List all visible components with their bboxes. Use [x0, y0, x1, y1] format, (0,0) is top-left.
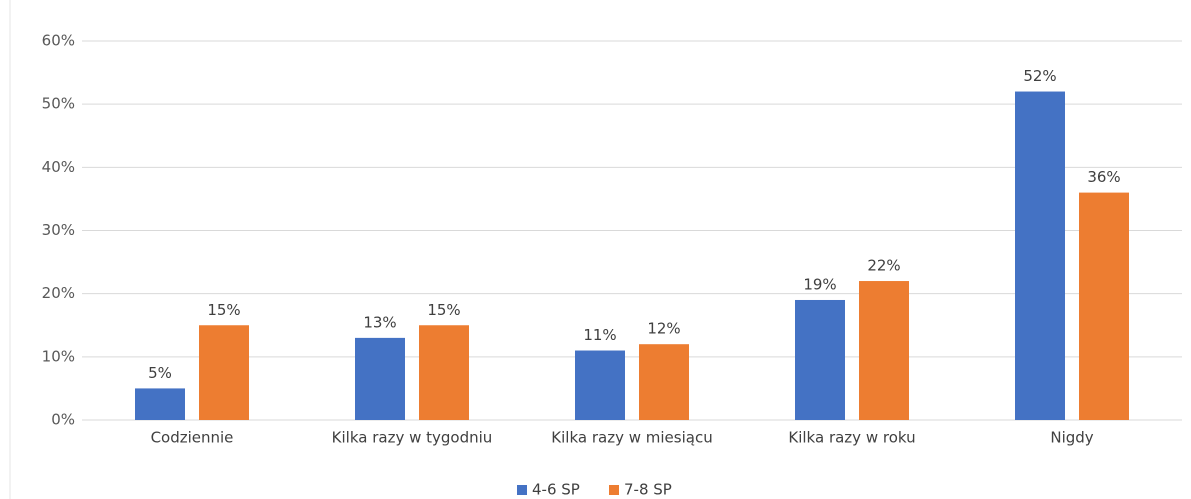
legend-label: 4-6 SP [532, 481, 580, 499]
data-label: 13% [363, 313, 396, 331]
y-tick-label: 20% [42, 284, 75, 302]
data-label: 11% [583, 326, 616, 344]
data-label: 22% [867, 257, 900, 275]
data-label: 5% [148, 364, 172, 382]
x-tick-label: Kilka razy w tygodniu [332, 429, 493, 447]
legend-label: 7-8 SP [624, 481, 672, 499]
y-tick-label: 60% [42, 32, 75, 50]
bar [1079, 192, 1129, 420]
data-label: 15% [207, 301, 240, 319]
y-tick-label: 10% [42, 347, 75, 365]
y-tick-label: 40% [42, 158, 75, 176]
x-tick-label: Nigdy [1050, 429, 1093, 447]
x-tick-label: Codziennie [151, 429, 234, 447]
bar [199, 325, 249, 420]
bar [639, 344, 689, 420]
bar [355, 337, 405, 420]
bar [859, 281, 909, 420]
y-tick-label: 50% [42, 95, 75, 113]
data-label: 36% [1087, 168, 1120, 186]
bar [1015, 91, 1065, 421]
x-tick-label: Kilka razy w miesiącu [551, 429, 712, 447]
data-label: 52% [1023, 67, 1056, 85]
y-tick-label: 0% [51, 411, 75, 429]
y-tick-label: 30% [42, 221, 75, 239]
data-label: 19% [803, 275, 836, 293]
legend-swatch [517, 485, 527, 495]
bar [575, 350, 625, 420]
bar [135, 388, 185, 420]
x-tick-label: Kilka razy w roku [788, 429, 915, 447]
bar [419, 325, 469, 420]
legend-swatch [609, 485, 619, 495]
bar [795, 299, 845, 420]
data-label: 15% [427, 301, 460, 319]
data-label: 12% [647, 320, 680, 338]
